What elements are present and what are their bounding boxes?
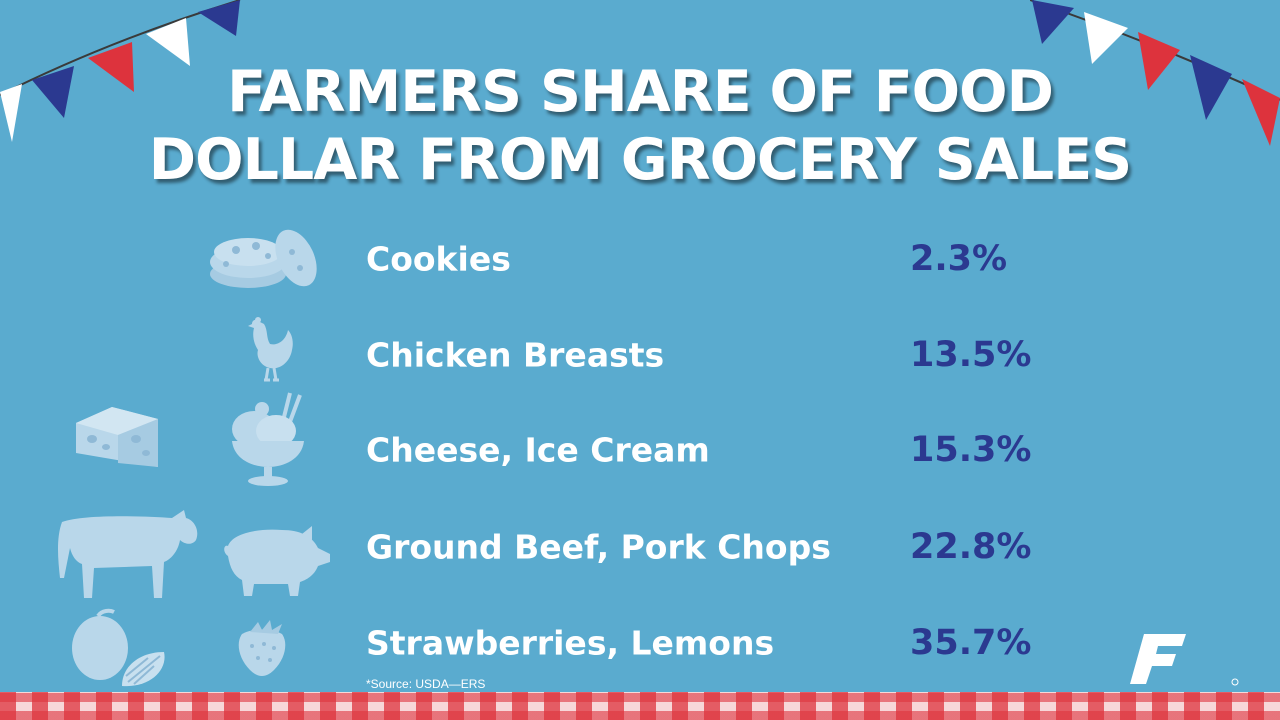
title-line-1: FARMERS SHARE OF FOOD <box>227 59 1054 125</box>
item-label: Cheese, Ice Cream <box>366 430 710 470</box>
item-label: Strawberries, Lemons <box>366 623 775 663</box>
title-line-2: DOLLAR FROM GROCERY SALES <box>148 127 1132 193</box>
page-title: FARMERS SHARE OF FOOD DOLLAR FROM GROCER… <box>0 58 1280 194</box>
list-item-chicken-breasts: Chicken Breasts 13.5% <box>0 310 1280 400</box>
item-value: 22.8% <box>910 527 1032 567</box>
lemon-icon <box>68 608 174 690</box>
list-item-cookies: Cookies 2.3% <box>0 214 1280 304</box>
list-item-cheese-ice-cream: Cheese, Ice Cream 15.3% <box>0 392 1280 495</box>
chicken-icon <box>246 316 296 384</box>
cow-icon <box>54 508 200 600</box>
item-label: Ground Beef, Pork Chops <box>366 527 831 567</box>
item-label: Chicken Breasts <box>366 335 665 375</box>
tablecloth-border <box>0 692 1280 720</box>
item-value: 2.3% <box>910 239 1008 279</box>
pig-icon <box>220 522 334 598</box>
cookies-icon <box>208 224 318 294</box>
strawberry-icon <box>232 618 296 680</box>
list-item-strawberries-lemons: Strawberries, Lemons 35.7% <box>0 598 1280 688</box>
bunting-left <box>0 0 241 142</box>
item-value: 13.5% <box>910 335 1032 375</box>
list-item-beef-pork: Ground Beef, Pork Chops 22.8% <box>0 502 1280 598</box>
bunting-right <box>1030 0 1280 146</box>
item-value: 35.7% <box>910 623 1032 663</box>
farm-bureau-logo <box>1128 630 1240 692</box>
item-label: Cookies <box>366 239 511 279</box>
ice-cream-icon <box>228 391 310 489</box>
cheese-icon <box>72 405 162 471</box>
item-value: 15.3% <box>910 430 1032 470</box>
source-note: *Source: USDA—ERS <box>366 677 486 691</box>
